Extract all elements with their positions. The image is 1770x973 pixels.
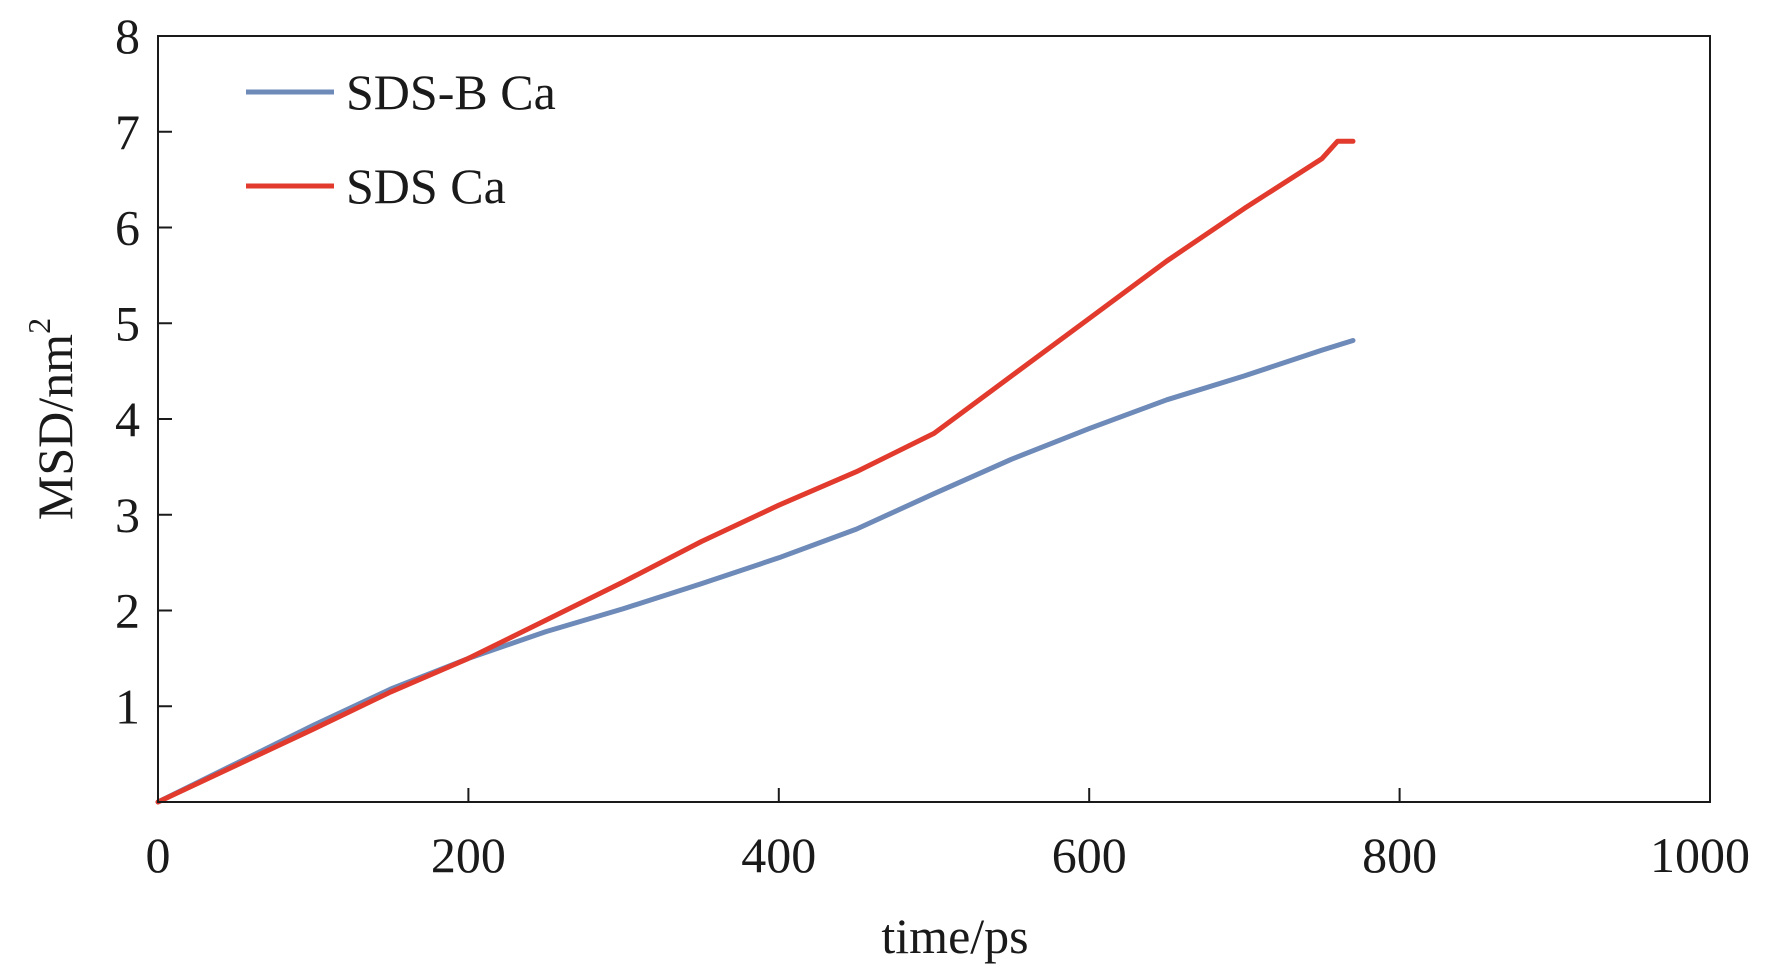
y-axis-title-text: MSD/nm2: [21, 318, 83, 520]
y-tick-label: 4: [115, 391, 140, 447]
y-tick-label: 1: [115, 678, 140, 734]
y-tick-label: 2: [115, 583, 140, 639]
series-line-sds-ca: [155, 138, 1356, 805]
x-tick-label: 200: [431, 827, 506, 883]
x-tick-label: 1000: [1650, 827, 1750, 883]
x-axis-title: time/ps: [881, 908, 1028, 964]
x-tick-label: 0: [146, 827, 171, 883]
y-axis-title-main: MSD/nm: [27, 334, 83, 520]
y-tick-label: 7: [115, 104, 140, 160]
legend: SDS-B Ca SDS Ca: [246, 64, 556, 214]
x-tick-label: 400: [741, 827, 816, 883]
y-tick-label: 8: [115, 8, 140, 64]
plot-area: [155, 138, 1356, 805]
legend-label: SDS Ca: [346, 158, 506, 214]
y-axis-title: MSD/nm2: [21, 318, 83, 520]
series-line-sds-b-ca: [155, 338, 1356, 805]
x-tick-label: 600: [1052, 827, 1127, 883]
y-axis-title-superscript: 2: [21, 318, 57, 334]
legend-label: SDS-B Ca: [346, 64, 556, 120]
y-tick-label: 6: [115, 200, 140, 256]
y-tick-label: 5: [115, 295, 140, 351]
y-tick-label: 3: [115, 487, 140, 543]
x-tick-label: 800: [1362, 827, 1437, 883]
